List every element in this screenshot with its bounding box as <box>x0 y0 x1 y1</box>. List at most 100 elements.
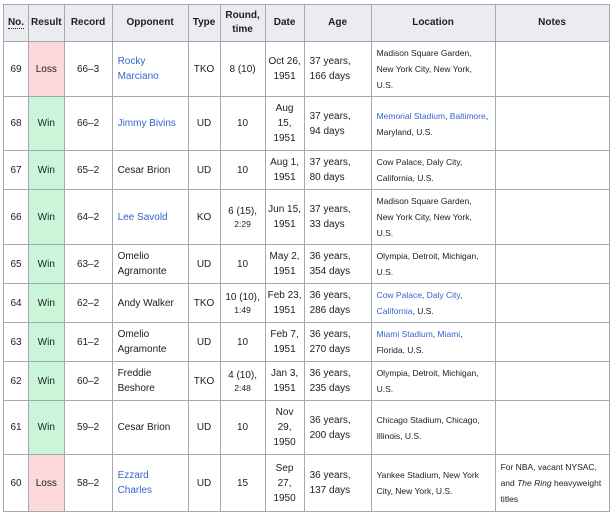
wiki-link[interactable]: Baltimore <box>449 110 486 121</box>
column-header-result: Result <box>28 4 65 42</box>
text-segment: Madison Square Garden, New York City, Ne… <box>376 48 472 90</box>
cell-result: Win <box>28 244 65 284</box>
round-value: 8 (10) <box>229 63 256 75</box>
table-row: 65 Win 63–2 Omelio Agramonte UD 10 May 2, 1951… <box>3 244 610 284</box>
cell-result: Win <box>28 150 65 190</box>
cell-no: 62 <box>3 361 29 401</box>
round-value: 10 <box>237 164 249 176</box>
cell-location: Olympia, Detroit, Michigan, U.S. <box>370 244 496 284</box>
cell-no: 61 <box>3 400 29 455</box>
text-segment: Omelio Agramonte <box>117 329 167 355</box>
cell-opponent: Omelio Agramonte <box>111 322 189 362</box>
wiki-link[interactable]: Miami Stadium <box>376 329 433 339</box>
round-time-value: 1:49 <box>234 305 251 315</box>
wiki-link[interactable]: Miami <box>437 329 461 339</box>
cell-no: 65 <box>3 244 29 284</box>
no-abbr-label: No. <box>7 17 25 29</box>
cell-opponent: Cesar Brion <box>111 150 189 190</box>
round-time-value: 2:48 <box>234 383 251 393</box>
cell-record: 59–2 <box>63 400 113 455</box>
wiki-link[interactable]: Rocky Marciano <box>117 56 159 82</box>
cell-round-time: 15 <box>219 454 266 512</box>
cell-no: 67 <box>3 150 29 190</box>
cell-date: Sep 27, 1950 <box>264 454 305 512</box>
cell-notes <box>494 322 610 362</box>
text-segment: Chicago Stadium, Chicago, Illinois, U.S. <box>376 414 480 441</box>
cell-round-time: 10 <box>219 400 266 455</box>
cell-notes <box>494 361 610 401</box>
text-segment: , Florida, U.S. <box>376 329 463 355</box>
cell-opponent: Omelio Agramonte <box>111 244 189 284</box>
header-row: No. Result Record Opponent Type Round, t… <box>3 4 610 42</box>
column-header-type: Type <box>187 4 221 42</box>
record-table-body: 69 Loss 66–3 Rocky Marciano TKO 8 (10) Oct 26,… <box>3 41 610 512</box>
round-value: 10 (10), <box>225 292 260 303</box>
cell-opponent: Lee Savold <box>111 189 189 245</box>
cell-opponent: Freddie Beshore <box>111 361 189 401</box>
cell-record: 61–2 <box>63 322 113 362</box>
cell-date: Oct 26, 1951 <box>264 41 305 97</box>
column-header-age: Age <box>303 4 372 42</box>
cell-record: 62–2 <box>63 283 113 323</box>
column-header-round-time: Round, time <box>219 4 266 42</box>
text-segment: Freddie Beshore <box>117 368 155 394</box>
round-value: 10 <box>237 336 249 348</box>
cell-age: 36 years, 200 days <box>303 400 372 455</box>
wiki-link[interactable]: California <box>376 306 413 316</box>
cell-age: 36 years, 286 days <box>303 283 372 323</box>
cell-date: Aug 1, 1951 <box>264 150 305 190</box>
table-row: 63 Win 61–2 Omelio Agramonte UD 10 Feb 7, 1951… <box>3 322 610 362</box>
cell-notes <box>494 244 610 284</box>
cell-round-time: 10 <box>219 244 266 284</box>
cell-date: Feb 23, 1951 <box>264 283 305 323</box>
column-header-record: Record <box>63 4 113 42</box>
wiki-link[interactable]: Ezzard Charles <box>117 470 153 496</box>
cell-location: Miami Stadium, Miami, Florida, U.S. <box>370 322 496 362</box>
cell-round-time: 10 <box>219 322 266 362</box>
cell-notes: For NBA, vacant NYSAC, and The Ring heav… <box>494 454 610 512</box>
table-row: 61 Win 59–2 Cesar Brion UD 10 Nov 29, 1950 36 y… <box>3 400 610 455</box>
cell-record: 65–2 <box>63 150 113 190</box>
cell-age: 37 years, 33 days <box>303 189 372 245</box>
cell-type: UD <box>187 244 221 284</box>
text-segment: , <box>445 110 450 121</box>
wiki-link[interactable]: Daly City <box>426 290 461 300</box>
wiki-link[interactable]: Memorial Stadium <box>376 110 446 121</box>
cell-result: Win <box>28 189 65 245</box>
cell-type: UD <box>187 322 221 362</box>
cell-type: TKO <box>187 283 221 323</box>
cell-location: Chicago Stadium, Chicago, Illinois, U.S. <box>370 400 496 455</box>
cell-no: 68 <box>3 96 29 151</box>
cell-notes <box>494 400 610 455</box>
table-row: 62 Win 60–2 Freddie Beshore TKO 4 (10), 2:48 Ja… <box>3 361 610 401</box>
cell-type: UD <box>187 96 221 151</box>
text-segment: Olympia, Detroit, Michigan, U.S. <box>376 251 479 277</box>
cell-result: Win <box>28 322 65 362</box>
wiki-link[interactable]: Lee Savold <box>117 211 168 223</box>
text-segment: Madison Square Garden, New York City, Ne… <box>376 196 472 238</box>
cell-result: Win <box>28 400 65 455</box>
cell-notes <box>494 150 610 190</box>
cell-result: Loss <box>28 41 65 97</box>
column-header-date: Date <box>264 4 305 42</box>
cell-date: Jun 15, 1951 <box>264 189 305 245</box>
cell-type: UD <box>187 454 221 512</box>
cell-no: 63 <box>3 322 29 362</box>
cell-location: Madison Square Garden, New York City, Ne… <box>370 189 496 245</box>
cell-record: 63–2 <box>63 244 113 284</box>
cell-round-time: 10 <box>219 96 266 151</box>
cell-no: 69 <box>3 41 29 97</box>
cell-round-time: 6 (15), 2:29 <box>219 189 266 245</box>
wiki-link[interactable]: Cow Palace <box>376 290 422 300</box>
round-value: 4 (10), <box>228 370 258 381</box>
cell-record: 60–2 <box>63 361 113 401</box>
column-header-location: Location <box>370 4 496 42</box>
cell-opponent: Jimmy Bivins <box>111 96 189 151</box>
cell-type: TKO <box>187 361 221 401</box>
wiki-link[interactable]: Jimmy Bivins <box>117 118 176 129</box>
cell-notes <box>494 96 610 151</box>
cell-notes <box>494 41 610 97</box>
cell-record: 66–2 <box>63 96 113 151</box>
round-value: 10 <box>237 422 249 433</box>
